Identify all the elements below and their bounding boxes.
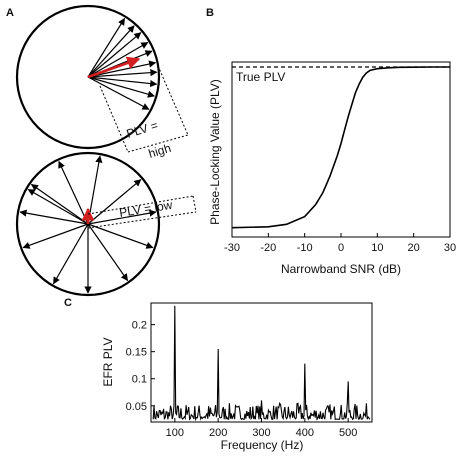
panel-c: C 100 200 300 400 500 0.05 0.1 0.15 0.2 Frequen… <box>64 297 373 452</box>
phase-vector <box>19 209 89 225</box>
plv-low-label: PLV = low <box>118 198 173 220</box>
x-tick-label: 300 <box>252 427 270 439</box>
phase-vector <box>52 223 89 285</box>
x-axis-label-c: Frequency (Hz) <box>221 438 304 452</box>
phase-vector <box>87 76 156 98</box>
panel-b: B -30 -20 -10 0 10 20 30 True PLV Narrowband S… <box>206 7 456 276</box>
x-tick-label: 30 <box>444 242 456 254</box>
true-plv-label: True PLV <box>236 70 285 84</box>
y-tick-label: 0.05 <box>126 401 147 413</box>
phase-vector <box>27 188 89 225</box>
projection-line <box>87 195 194 215</box>
x-axis-label-b: Narrowband SNR (dB) <box>281 262 401 276</box>
x-axis-b: -30 -20 -10 0 10 20 30 <box>224 233 456 254</box>
plot-frame-b <box>231 61 451 238</box>
phase-vector <box>87 25 135 78</box>
x-tick-label: 200 <box>209 427 227 439</box>
panel-c-letter: C <box>64 297 72 309</box>
resultant-vector-high <box>87 56 141 79</box>
phase-vector <box>87 32 142 78</box>
plv-high-label-line1: PLV = <box>125 118 160 141</box>
phase-vector <box>22 223 89 249</box>
panel-a: A PLV = high PLV = low <box>6 4 197 297</box>
x-tick-label: 0 <box>338 242 344 254</box>
phase-vector <box>87 41 149 78</box>
plv-high-label-line2: high <box>147 141 173 161</box>
y-axis-label-b: Phase-Locking Value (PLV) <box>208 79 222 225</box>
y-axis-c: 0.05 0.1 0.15 0.2 <box>126 320 155 413</box>
x-tick-label: 100 <box>166 427 184 439</box>
y-tick-label: 0.1 <box>132 374 147 386</box>
plv-curve <box>231 66 450 229</box>
phase-vector <box>87 223 154 249</box>
phase-vectors-low <box>19 155 157 294</box>
x-tick-label: 10 <box>371 242 383 254</box>
x-tick-label: 20 <box>408 242 420 254</box>
panel-a-letter: A <box>6 7 14 19</box>
projection-line <box>157 65 189 136</box>
unit-circle-high <box>15 4 161 150</box>
phase-vector <box>87 76 158 88</box>
phase-vector <box>30 183 89 225</box>
x-tick-label: -10 <box>297 242 313 254</box>
phase-vector <box>87 69 158 78</box>
x-tick-label: -20 <box>260 242 276 254</box>
y-tick-label: 0.2 <box>132 320 147 332</box>
x-tick-label: 400 <box>296 427 314 439</box>
phase-vector <box>87 60 157 78</box>
phase-vector <box>58 160 89 225</box>
projection-line <box>192 195 197 213</box>
x-axis-c: 100 200 300 400 500 <box>166 418 357 439</box>
phase-vector <box>87 209 157 225</box>
phase-vector <box>87 179 142 225</box>
phase-vector <box>87 17 126 78</box>
phase-circle-high: PLV = high <box>15 4 189 161</box>
panel-b-letter: B <box>206 7 214 19</box>
efr-plv-spectrum <box>152 305 371 422</box>
x-tick-label: 500 <box>339 427 357 439</box>
y-tick-label: 0.15 <box>126 347 147 359</box>
phase-vector <box>87 76 150 110</box>
y-axis-label-c: EFR PLV <box>101 337 115 386</box>
phase-circle-low: PLV = low <box>15 151 197 297</box>
x-tick-label: -30 <box>224 242 240 254</box>
phase-vector <box>87 223 129 282</box>
unit-circle-low <box>15 151 161 297</box>
